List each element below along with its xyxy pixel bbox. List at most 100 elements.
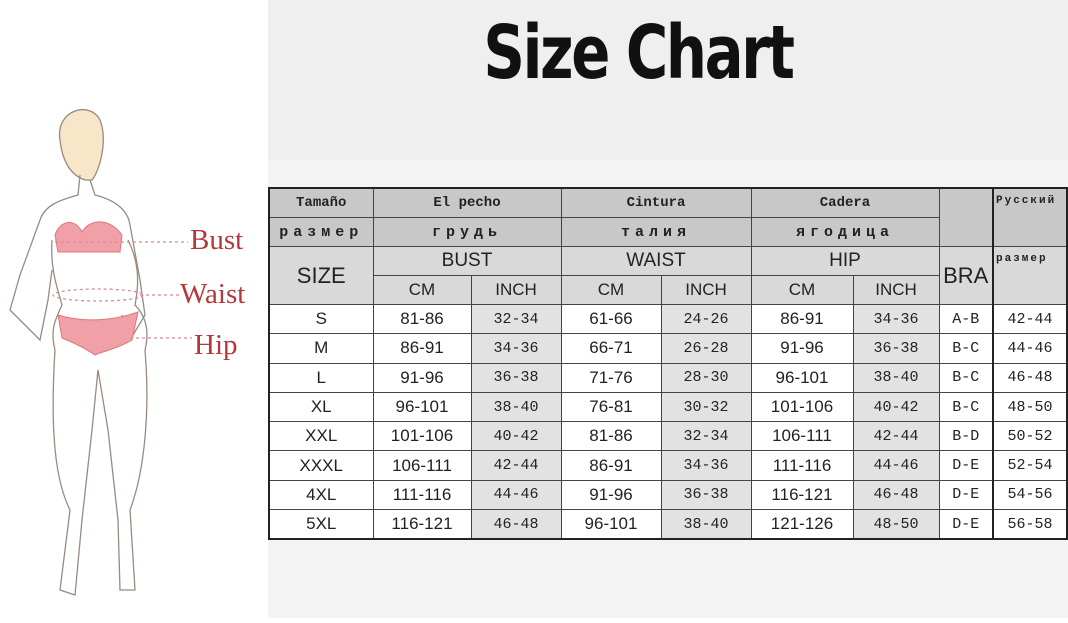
table-cell: XXL bbox=[268, 421, 374, 452]
header-cell: WAIST bbox=[560, 246, 752, 276]
table-cell: 44-46 bbox=[992, 333, 1068, 364]
table-cell: B-C bbox=[938, 391, 994, 423]
table-cell: 32-34 bbox=[470, 303, 562, 335]
header-cell: INCH bbox=[852, 275, 940, 305]
table-cell: 36-38 bbox=[660, 479, 752, 511]
header-cell: Tamaño bbox=[268, 187, 374, 218]
table-cell: 28-30 bbox=[660, 362, 752, 393]
table-cell: 30-32 bbox=[660, 391, 752, 423]
table-cell: L bbox=[268, 362, 374, 393]
table-row: L 91-96 36-38 71-76 28-30 96-101 38-40 B-C 46-48 bbox=[268, 362, 1068, 393]
table-cell: 121-126 bbox=[750, 509, 854, 540]
header-cell: размер bbox=[268, 217, 374, 247]
body-measurement-figure: Bust Waist Hip bbox=[0, 100, 268, 618]
woman-figure-illustration bbox=[9, 109, 192, 596]
table-cell: 38-40 bbox=[470, 391, 562, 423]
header-row-russian: размер грудь талия ягодица bbox=[268, 217, 1067, 247]
table-cell: D-E bbox=[938, 450, 994, 481]
header-cell: Cadera bbox=[750, 187, 940, 218]
table-cell: 34-36 bbox=[470, 333, 562, 364]
header-cell: SIZE bbox=[268, 246, 374, 305]
table-cell: 42-44 bbox=[992, 303, 1068, 335]
table-cell: 91-96 bbox=[560, 479, 662, 511]
header-cell-empty bbox=[938, 187, 994, 247]
table-row: XXXL 106-111 42-44 86-91 34-36 111-116 44-46 D-… bbox=[268, 450, 1068, 481]
table-cell: 44-46 bbox=[470, 479, 562, 511]
table-cell: 61-66 bbox=[560, 303, 662, 335]
table-cell: 36-38 bbox=[470, 362, 562, 393]
table-cell: M bbox=[268, 333, 374, 364]
table-cell: 50-52 bbox=[992, 421, 1068, 452]
table-cell: 38-40 bbox=[852, 362, 940, 393]
header-cell: талия bbox=[560, 217, 752, 247]
table-cell: 91-96 bbox=[372, 362, 472, 393]
table-row: XXL 101-106 40-42 81-86 32-34 106-111 42-44 B-D… bbox=[268, 421, 1068, 452]
header-cell: Русский bbox=[992, 187, 1068, 247]
header-cell: ягодица bbox=[750, 217, 940, 247]
header-cell: INCH bbox=[470, 275, 562, 305]
page-title: Size Chart bbox=[483, 10, 795, 96]
title-band bbox=[268, 0, 1068, 160]
table-cell: 40-42 bbox=[470, 421, 562, 452]
table-cell: 116-121 bbox=[750, 479, 854, 511]
table-cell: D-E bbox=[938, 479, 994, 511]
table-cell: 36-38 bbox=[852, 333, 940, 364]
table-cell: 34-36 bbox=[852, 303, 940, 335]
table-cell: 111-116 bbox=[372, 479, 472, 511]
size-chart-table: Tamaño El pecho Cintura Cadera Русский р… bbox=[268, 187, 1068, 541]
table-cell: 101-106 bbox=[750, 391, 854, 423]
table-cell: 38-40 bbox=[660, 509, 752, 540]
table-cell: 91-96 bbox=[750, 333, 854, 364]
table-cell: 54-56 bbox=[992, 479, 1068, 511]
table-row: XL 96-101 38-40 76-81 30-32 101-106 40-42 B-C 48… bbox=[268, 391, 1068, 423]
table-cell: 81-86 bbox=[372, 303, 472, 335]
table-cell: 4XL bbox=[268, 479, 374, 511]
header-cell: El pecho bbox=[372, 187, 562, 218]
table-cell: 76-81 bbox=[560, 391, 662, 423]
bust-label: Bust bbox=[190, 224, 244, 256]
header-cell: BUST bbox=[372, 246, 562, 276]
table-cell: 42-44 bbox=[470, 450, 562, 481]
table-cell: 46-48 bbox=[470, 509, 562, 540]
header-cell: BRA bbox=[938, 246, 994, 305]
waist-label: Waist bbox=[180, 278, 246, 310]
table-cell: 96-101 bbox=[560, 509, 662, 540]
table-cell: B-C bbox=[938, 362, 994, 393]
header-cell: CM bbox=[750, 275, 854, 305]
table-cell: 66-71 bbox=[560, 333, 662, 364]
table-row: 4XL 111-116 44-46 91-96 36-38 116-121 46-48 D-E… bbox=[268, 479, 1068, 511]
table-cell: XL bbox=[268, 391, 374, 423]
table-cell: 71-76 bbox=[560, 362, 662, 393]
table-row: 5XL 116-121 46-48 96-101 38-40 121-126 48-50 D-… bbox=[268, 509, 1068, 540]
table-cell: 111-116 bbox=[750, 450, 854, 481]
table-body: S 81-86 32-34 61-66 24-26 86-91 34-36 A-B 42-44 M… bbox=[268, 303, 1068, 540]
table-row: S 81-86 32-34 61-66 24-26 86-91 34-36 A-B 42-44 bbox=[268, 303, 1068, 335]
table-cell: XXXL bbox=[268, 450, 374, 481]
table-cell: 116-121 bbox=[372, 509, 472, 540]
table-cell: 26-28 bbox=[660, 333, 752, 364]
table-cell: 32-34 bbox=[660, 421, 752, 452]
table-row: M 86-91 34-36 66-71 26-28 91-96 36-38 B-C 44-46 bbox=[268, 333, 1068, 364]
table-cell: 101-106 bbox=[372, 421, 472, 452]
table-cell: 96-101 bbox=[750, 362, 854, 393]
header-cell: грудь bbox=[372, 217, 562, 247]
table-cell: 106-111 bbox=[372, 450, 472, 481]
header-cell: размер bbox=[992, 246, 1068, 305]
table-cell: B-D bbox=[938, 421, 994, 452]
table-cell: 46-48 bbox=[992, 362, 1068, 393]
table-cell: 86-91 bbox=[560, 450, 662, 481]
table-cell: B-C bbox=[938, 333, 994, 364]
table-cell: 56-58 bbox=[992, 509, 1068, 540]
header-cell: Cintura bbox=[560, 187, 752, 218]
table-cell: 24-26 bbox=[660, 303, 752, 335]
header-row-units: CM INCH CM INCH CM INCH bbox=[269, 275, 1067, 305]
table-cell: 46-48 bbox=[852, 479, 940, 511]
bikini-bottom-illustration bbox=[57, 311, 139, 356]
table-cell: 40-42 bbox=[852, 391, 940, 423]
table-cell: 34-36 bbox=[660, 450, 752, 481]
table-cell: 52-54 bbox=[992, 450, 1068, 481]
table-cell: 106-111 bbox=[750, 421, 854, 452]
table-cell: 86-91 bbox=[372, 333, 472, 364]
header-cell: INCH bbox=[660, 275, 752, 305]
table-cell: 81-86 bbox=[560, 421, 662, 452]
